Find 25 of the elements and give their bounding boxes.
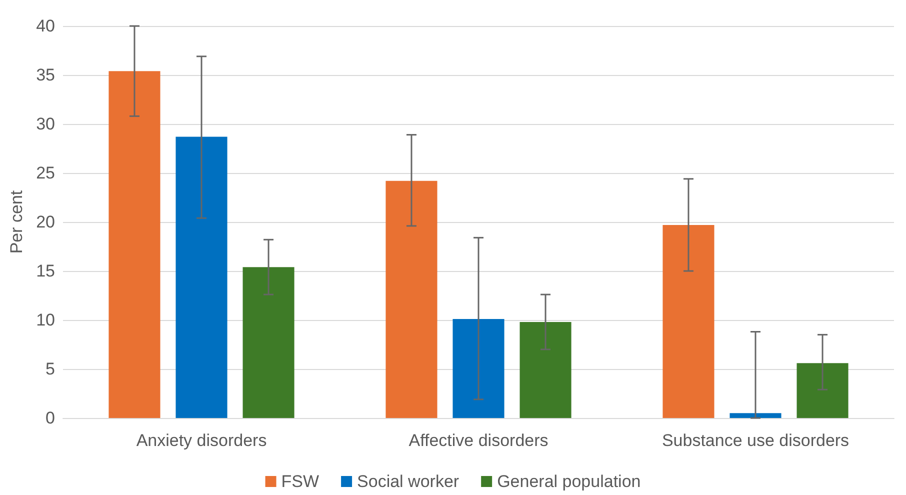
bar (452, 319, 504, 418)
y-tick-label: 35 (36, 66, 55, 84)
y-tick-label: 15 (36, 262, 55, 280)
bar (796, 363, 848, 418)
x-tick-label: Anxiety disorders (136, 431, 267, 450)
bar (176, 136, 228, 418)
y-tick-label: 25 (36, 164, 55, 182)
y-tick-label: 30 (36, 114, 55, 134)
y-tick-label: 40 (36, 16, 55, 36)
x-tick-label: Substance use disorders (662, 431, 850, 450)
y-tick-label: 5 (46, 360, 55, 378)
legend-label: Social worker (357, 472, 460, 491)
bar (662, 224, 714, 418)
legend-label: General population (497, 472, 641, 491)
legend-label: FSW (281, 472, 320, 491)
y-tick-label: 20 (36, 212, 55, 232)
y-tick-label: 10 (36, 310, 55, 330)
x-tick-label: Affective disorders (408, 431, 548, 450)
y-tick-label: 0 (46, 408, 55, 428)
bar (730, 413, 782, 418)
y-axis-title: Per cent (7, 190, 26, 254)
bar (242, 267, 294, 418)
bar (108, 71, 160, 418)
bar (520, 322, 572, 418)
bar (386, 180, 438, 418)
